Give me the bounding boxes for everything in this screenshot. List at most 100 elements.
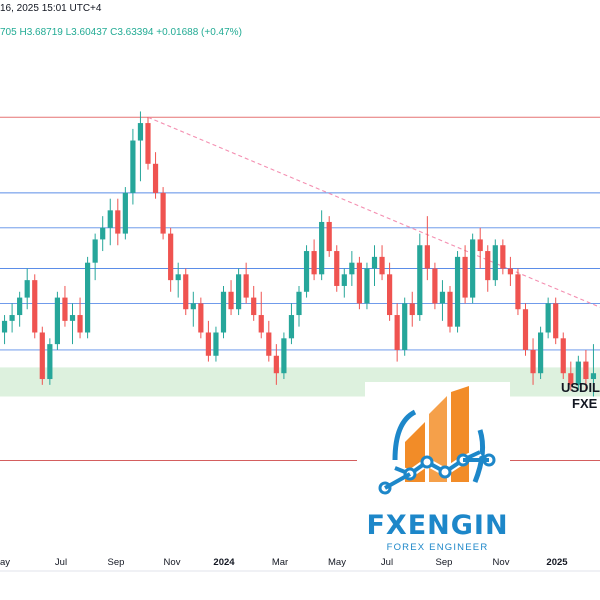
candle-bull — [319, 221, 325, 275]
candle-bull — [130, 140, 136, 193]
candle-bear — [311, 251, 317, 275]
candle-bull — [439, 291, 446, 304]
candle-bear — [205, 332, 211, 356]
close-value: C3.63394 — [110, 27, 154, 38]
logo-name: FXENGIN — [366, 510, 509, 541]
candle-bear — [168, 233, 174, 281]
candle-bull — [575, 361, 581, 385]
candle-bear — [198, 303, 204, 333]
candle-bear — [243, 274, 249, 298]
date-label: 16, 2025 15:01 UTC+4 — [0, 3, 102, 14]
candle-bull — [341, 274, 347, 286]
candle-bear — [568, 373, 574, 385]
candle-bull — [236, 274, 242, 310]
candle-bull — [402, 303, 408, 350]
pair-label: USDIL — [561, 380, 600, 395]
candle-bull — [175, 274, 181, 281]
candle-bear — [258, 315, 264, 333]
candle-bull — [92, 239, 98, 263]
candle-bull — [24, 280, 30, 298]
candle-bear — [32, 280, 38, 333]
x-tick-label: Jul — [380, 557, 394, 568]
candle-bear — [462, 256, 468, 298]
candle-bear — [356, 262, 362, 304]
candle-bull — [220, 291, 227, 333]
candle-bull — [538, 332, 544, 374]
candle-bear — [394, 315, 400, 350]
candle-bull — [364, 268, 370, 304]
x-tick-label: Jul — [54, 557, 68, 568]
candle-bull — [85, 262, 91, 333]
candle-bull — [190, 303, 196, 310]
support-zone — [0, 367, 600, 397]
candle-bear — [39, 332, 45, 380]
x-tick-label: May — [328, 557, 346, 568]
candle-bear — [77, 315, 83, 333]
candle-bull — [47, 344, 53, 380]
logo-subtitle: FOREX ENGINEER — [386, 542, 489, 553]
candle-bear — [424, 245, 430, 269]
candle-bull — [100, 227, 106, 240]
candle-bull — [470, 239, 476, 298]
candle-bull — [454, 256, 461, 327]
candle-bear — [228, 291, 234, 310]
candle-bear — [553, 303, 559, 339]
candle-bear — [115, 210, 121, 234]
candle-bear — [145, 123, 151, 164]
candle-bear — [183, 274, 189, 310]
x-tick-label: Sep — [435, 557, 453, 568]
candle-bull — [492, 245, 498, 281]
candle-bull — [213, 332, 219, 356]
candle-bear — [273, 355, 279, 374]
candle-bear — [583, 361, 589, 380]
candle-bear — [515, 274, 521, 310]
x-tick-label: Mar — [271, 557, 289, 568]
ohlc-values: 705 H3.68719 L3.60437 C3.63394 +0.01688 … — [0, 27, 242, 38]
brand-label: FXE — [572, 396, 598, 411]
candle-bear — [62, 297, 68, 321]
x-tick-label: ay — [0, 557, 11, 568]
candle-bear — [500, 245, 506, 269]
candle-bear — [485, 251, 491, 281]
candle-bear — [530, 349, 536, 374]
candle-bull — [54, 297, 60, 345]
candle-bull — [590, 373, 597, 380]
open-value: 705 — [0, 27, 17, 38]
candle-bull — [17, 297, 23, 316]
trendline — [147, 116, 600, 308]
candle-bear — [326, 221, 332, 252]
x-tick-label: 2024 — [213, 557, 235, 568]
candle-bull — [417, 245, 423, 316]
candle-bull — [9, 315, 15, 321]
candle-bull — [349, 262, 355, 275]
x-tick-label: Nov — [163, 557, 181, 568]
candle-bull — [69, 315, 76, 321]
candle-bear — [266, 332, 272, 356]
candle-bear — [409, 303, 415, 316]
low-value: L3.60437 — [65, 27, 108, 38]
candle-bull — [122, 192, 128, 234]
candle-bear — [251, 297, 257, 316]
candle-bull — [288, 315, 295, 339]
candle-bull — [296, 291, 302, 316]
candle-bear — [379, 256, 385, 275]
x-tick-label: 2025 — [546, 557, 568, 568]
x-tick-label: Nov — [492, 557, 510, 568]
candle-bull — [137, 123, 144, 141]
candle-bear — [560, 338, 566, 374]
candle-bear — [334, 251, 340, 286]
candle-bear — [477, 239, 483, 252]
fxengin-logo-icon — [378, 386, 496, 495]
ohlc-legend: 16, 2025 15:01 UTC+4 — [0, 3, 101, 14]
candle-bull — [371, 256, 378, 269]
x-tick-label: Sep — [107, 557, 125, 568]
candle-bear — [387, 274, 393, 316]
candle-bear — [160, 192, 166, 234]
candle-bear — [507, 268, 513, 275]
candle-bear — [432, 268, 438, 304]
candle-bull — [107, 210, 113, 228]
change-value: +0.01688 (+0.47%) — [156, 27, 242, 38]
candle-bull — [281, 338, 287, 374]
candle-bull — [1, 320, 8, 333]
